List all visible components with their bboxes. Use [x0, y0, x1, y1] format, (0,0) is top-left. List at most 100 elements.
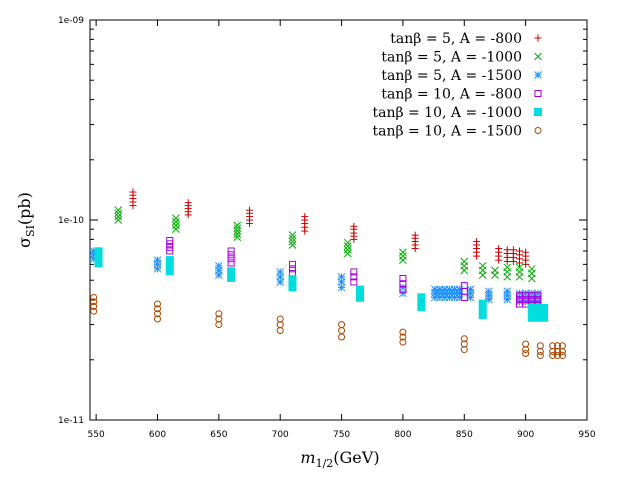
data-point: [90, 302, 98, 310]
data-point: [288, 241, 297, 249]
series-1: [114, 206, 536, 283]
data-point: [522, 340, 530, 348]
data-point: [114, 206, 123, 215]
data-point: [288, 231, 297, 239]
data-point: [233, 233, 242, 242]
data-point: [549, 342, 557, 350]
data-point: [233, 224, 242, 233]
data-point: [503, 263, 512, 272]
data-point: [527, 289, 536, 298]
x-tick-label: 650: [210, 430, 227, 440]
data-point: [288, 234, 297, 243]
data-point: [473, 238, 481, 246]
legend-label: tanβ = 10, A = -1500: [372, 124, 522, 140]
data-point: [527, 264, 536, 273]
data-point: [288, 237, 297, 246]
series-0: [129, 188, 530, 268]
data-point: [460, 335, 468, 343]
data-point: [522, 248, 530, 256]
data-point: [153, 315, 161, 323]
data-point: [399, 328, 407, 336]
y-axis-label: σSI(pb): [15, 192, 37, 248]
data-point: [399, 338, 407, 346]
data-point: [343, 238, 352, 247]
data-point: [350, 278, 358, 286]
data-point: [399, 248, 407, 257]
legend-label: tanβ = 5, A = -800: [390, 31, 522, 47]
data-point: [114, 216, 123, 224]
series-2: [89, 247, 542, 306]
data-point: [522, 346, 530, 354]
data-point: [343, 245, 352, 254]
data-point: [455, 285, 464, 294]
data-point: [558, 352, 566, 360]
data-bar: [227, 267, 236, 282]
data-point: [172, 225, 180, 234]
data-bar: [527, 304, 536, 322]
legend-label: tanβ = 10, A = -800: [381, 87, 522, 103]
data-point: [503, 246, 511, 254]
data-bar: [94, 247, 103, 268]
data-point: [172, 217, 180, 226]
data-point: [399, 333, 407, 341]
data-bar: [540, 304, 549, 322]
data-point: [515, 289, 524, 298]
legend-label: tanβ = 5, A = -1500: [381, 68, 522, 84]
data-point: [276, 321, 284, 329]
data-point: [503, 287, 512, 296]
data-point: [399, 280, 407, 288]
data-point: [153, 310, 161, 318]
data-bar: [288, 275, 297, 292]
axis-ticks: 550 600 650 700 750 800 850 900 950 1e-11 1e-10 1e-…: [58, 16, 596, 440]
data-point: [509, 246, 517, 254]
data-point: [114, 209, 123, 218]
data-point: [460, 340, 468, 348]
data-bar: [355, 285, 364, 302]
data-point: [399, 289, 407, 298]
y-tick-label: 1e-11: [58, 416, 84, 426]
data-point: [536, 348, 544, 356]
data-point: [90, 307, 98, 315]
data-point: [466, 285, 475, 294]
data-point: [521, 289, 530, 298]
legend: tanβ = 5, A = -800 tanβ = 5, A = -1000 tan…: [372, 31, 542, 140]
data-bar: [417, 293, 426, 312]
data-point: [227, 247, 235, 255]
data-point: [233, 221, 242, 230]
series-4: [94, 247, 549, 322]
data-point: [214, 261, 223, 270]
data-point: [515, 263, 524, 272]
data-point: [549, 352, 557, 360]
series-5: [90, 293, 566, 360]
data-point: [166, 236, 174, 244]
data-point: [90, 298, 98, 306]
series-3: [166, 236, 542, 308]
data-point: [350, 268, 358, 276]
data-point: [399, 283, 407, 292]
y-tick-label: 1e-09: [58, 16, 84, 26]
data-point: [399, 274, 407, 282]
data-point: [554, 342, 562, 350]
data-bar: [165, 256, 174, 276]
data-point: [246, 206, 254, 214]
data-point: [215, 310, 223, 318]
data-point: [276, 315, 284, 323]
data-point: [227, 255, 235, 263]
data-point: [288, 260, 296, 268]
x-tick-label: 600: [149, 430, 166, 440]
legend-label: tanβ = 5, A = -1000: [381, 50, 522, 66]
x-tick-label: 900: [517, 430, 534, 440]
data-point: [153, 305, 161, 313]
data-point: [399, 256, 407, 264]
x-tick-label: 550: [88, 430, 105, 440]
x-tick-label: 850: [456, 430, 473, 440]
data-point: [343, 249, 352, 258]
data-point: [399, 252, 407, 260]
x-tick-label: 800: [394, 430, 411, 440]
data-point: [227, 251, 235, 259]
data-point: [534, 289, 542, 298]
data-bar: [533, 304, 542, 322]
data-point: [516, 247, 524, 255]
x-axis-label-sub: 1/2: [316, 457, 334, 470]
